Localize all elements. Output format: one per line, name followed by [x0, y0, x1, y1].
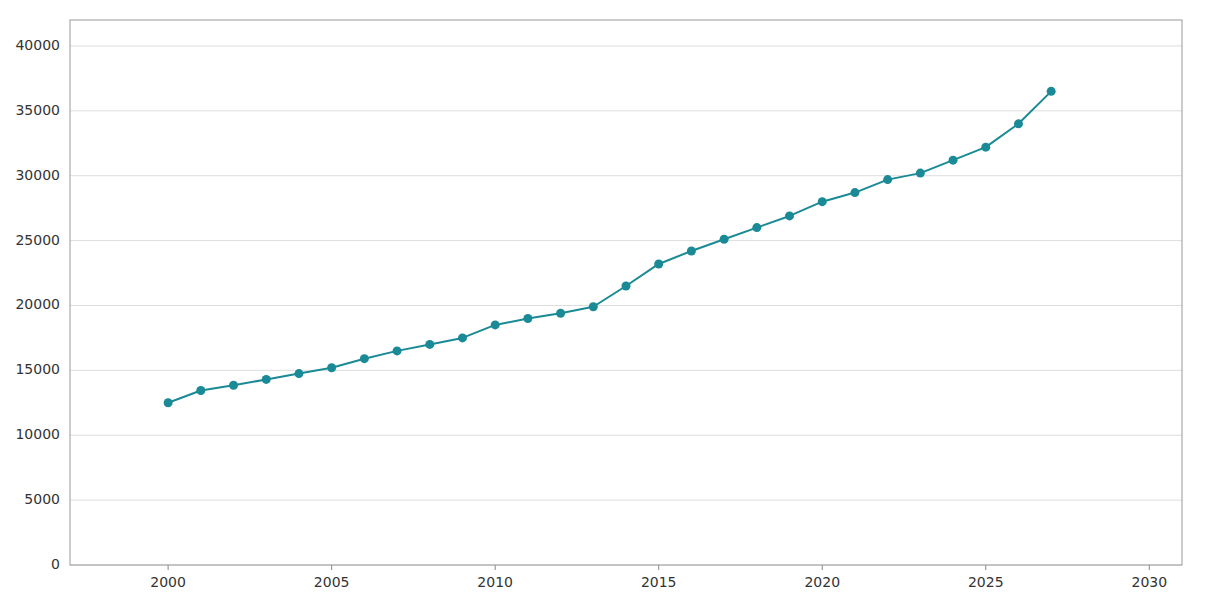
grid-line	[70, 240, 1182, 241]
x-tick-label: 2005	[314, 574, 350, 590]
marker	[556, 309, 565, 318]
y-tick-label: 15000	[15, 361, 60, 377]
y-tick-label: 20000	[15, 296, 60, 312]
marker	[360, 354, 369, 363]
marker	[458, 333, 467, 342]
series	[164, 87, 1056, 407]
y-tick-label: 25000	[15, 232, 60, 248]
x-tick	[822, 565, 823, 570]
marker	[164, 398, 173, 407]
x-tick-label: 2000	[150, 574, 186, 590]
grid	[70, 46, 1182, 565]
x-tick	[495, 565, 496, 570]
x-tick	[658, 565, 659, 570]
y-tick-label: 40000	[15, 37, 60, 53]
axes: 0 5000 10000 15000 20000 25000 30000 35000 40000…	[15, 20, 1182, 590]
marker	[720, 235, 729, 244]
x-tick	[1149, 565, 1150, 570]
marker	[949, 156, 958, 165]
x-tick-label: 2015	[641, 574, 677, 590]
x-tick	[168, 565, 169, 570]
marker	[262, 375, 271, 384]
marker	[327, 363, 336, 372]
y-tick-label: 35000	[15, 102, 60, 118]
marker	[294, 369, 303, 378]
x-tick-label: 2030	[1131, 574, 1167, 590]
plot-frame	[70, 20, 1182, 565]
marker	[654, 259, 663, 268]
marker	[818, 197, 827, 206]
grid-line	[70, 305, 1182, 306]
x-tick	[985, 565, 986, 570]
marker	[229, 381, 238, 390]
marker	[393, 346, 402, 355]
marker	[1047, 87, 1056, 96]
marker	[622, 282, 631, 291]
marker	[981, 143, 990, 152]
grid-line	[70, 500, 1182, 501]
y-tick-label: 10000	[15, 426, 60, 442]
marker	[196, 386, 205, 395]
marker	[589, 302, 598, 311]
x-tick-label: 2020	[804, 574, 840, 590]
marker	[491, 320, 500, 329]
chart-container: 0 5000 10000 15000 20000 25000 30000 35000 40000…	[0, 0, 1206, 609]
grid-line	[70, 45, 1182, 46]
marker	[916, 169, 925, 178]
marker	[883, 175, 892, 184]
grid-line	[70, 435, 1182, 436]
marker	[850, 188, 859, 197]
marker	[1014, 119, 1023, 128]
grid-line	[70, 175, 1182, 176]
chart-svg: 0 5000 10000 15000 20000 25000 30000 35000 40000…	[0, 0, 1206, 609]
y-tick-label: 5000	[24, 491, 60, 507]
marker	[785, 211, 794, 220]
marker	[523, 314, 532, 323]
grid-line	[70, 370, 1182, 371]
marker	[687, 246, 696, 255]
line	[168, 91, 1051, 402]
y-tick-label: 30000	[15, 167, 60, 183]
grid-line	[70, 110, 1182, 111]
x-tick	[331, 565, 332, 570]
y-tick-label: 0	[51, 556, 60, 572]
marker	[752, 223, 761, 232]
marker	[425, 340, 434, 349]
x-tick-label: 2025	[968, 574, 1004, 590]
x-tick-label: 2010	[477, 574, 513, 590]
